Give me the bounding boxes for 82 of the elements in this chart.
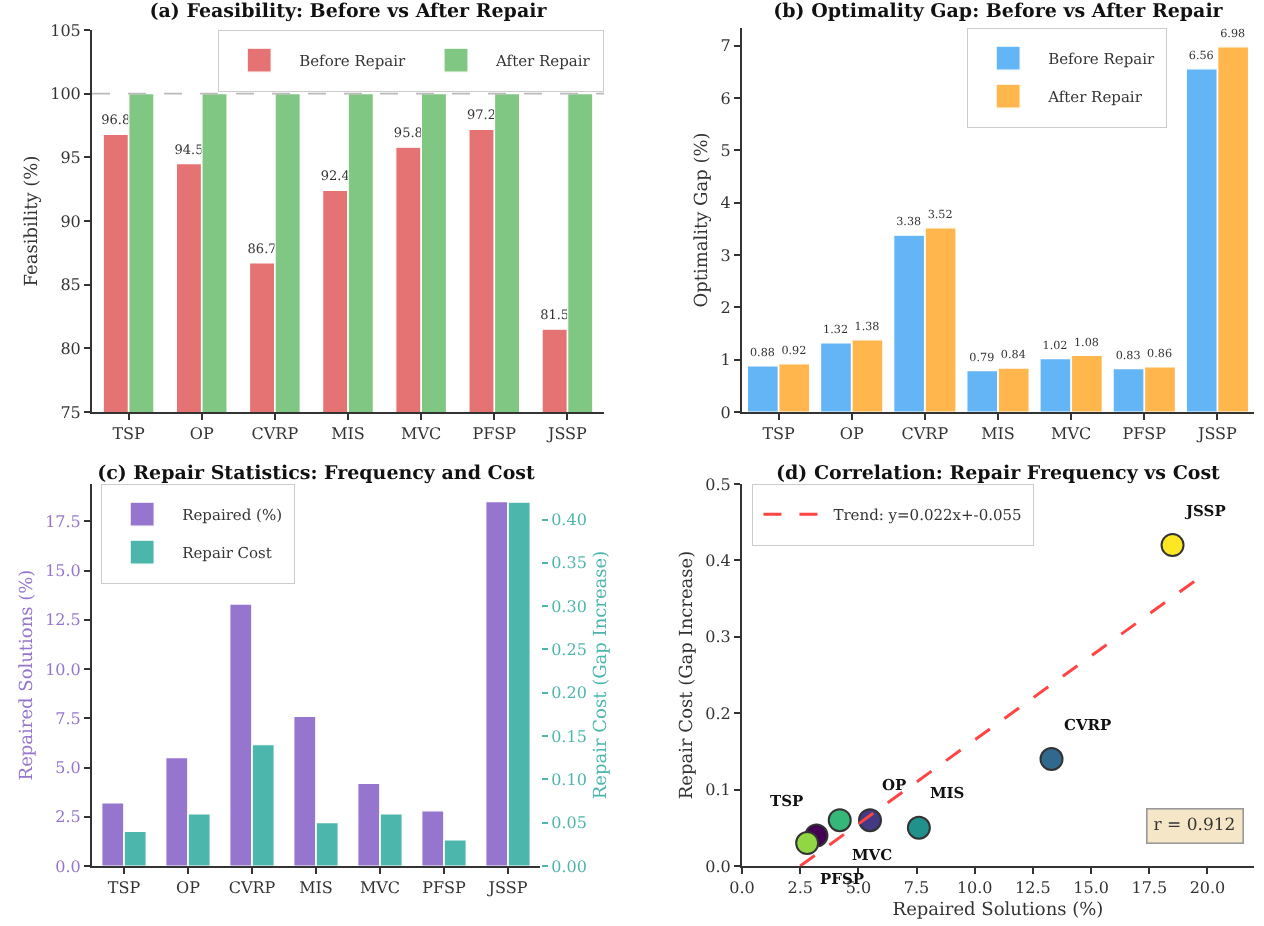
y-tick-label: 7 [720, 37, 731, 56]
x-tick-label: TSP [112, 425, 147, 444]
y2-tick-label: 0.25 [551, 641, 587, 660]
y-tick-label: 80 [60, 339, 81, 358]
y-tick-label: 3 [720, 246, 731, 265]
x-tick-label: OP [189, 425, 215, 444]
y-tick-label: 2.5 [55, 808, 81, 827]
y-tick-label: 95 [60, 148, 81, 167]
x-axis-title: Repaired Solutions (%) [892, 900, 1104, 921]
y-tick-label: 0.2 [705, 704, 731, 723]
y-tick-label: 2 [720, 298, 731, 317]
x-tick-label: 7.5 [903, 879, 930, 898]
y-tick-label: 15.0 [45, 562, 81, 581]
x-tick-label: 10.0 [956, 879, 993, 898]
annotation: r = 0.912 [1153, 815, 1236, 836]
y2-tick-label: 0.00 [551, 857, 587, 876]
x-tick-label: CVRP [228, 879, 277, 898]
x-tick-label: 2.5 [787, 879, 813, 898]
y-tick-label: 0.1 [705, 781, 731, 800]
y-tick-label: 5 [720, 142, 731, 161]
x-tick-label: PFSP [1122, 425, 1168, 444]
y-tick-label: 105 [50, 21, 81, 40]
y-tick-label: 0 [720, 403, 731, 422]
point [1039, 747, 1064, 772]
y-tick-label: 100 [50, 85, 81, 104]
y-axis-title: Optimality Gap (%) [693, 132, 714, 308]
point [906, 815, 931, 840]
y-tick-label: 10.0 [45, 660, 81, 679]
y-axis-title: Feasibility (%) [22, 155, 43, 287]
y-tick-label: 0.3 [705, 628, 731, 647]
y-tick-label: 7.5 [55, 709, 81, 728]
x-tick-label: OP [839, 425, 865, 444]
y-tick-label: 75 [60, 403, 81, 422]
x-tick-label: JSSP [1196, 425, 1239, 444]
x-tick-label: TSP [107, 879, 142, 898]
y2-tick-label: 0.10 [551, 770, 587, 789]
chart-title: (a) Feasibility: Before vs After Repair [149, 1, 549, 24]
point [795, 831, 820, 856]
y-axis-title: Repair Cost (Gap Increase) [678, 550, 699, 800]
y-tick-label: 0.4 [705, 552, 731, 570]
x-tick-label: MVC [359, 879, 401, 898]
y-tick-label: 6 [720, 89, 731, 108]
x-tick-label: JSSP [486, 879, 529, 898]
x-tick-label: CVRP [901, 425, 950, 444]
y-tick-label: 17.5 [45, 513, 81, 532]
y2-tick-label: 0.35 [551, 554, 587, 573]
x-tick-label: PFSP [422, 879, 468, 898]
chart-title: (b) Optimality Gap: Before vs After Repair [773, 1, 1225, 24]
x-tick-label: MVC [1051, 425, 1092, 444]
x-tick-label: PFSP [472, 425, 518, 444]
y2-tick-label: 0.15 [551, 727, 587, 746]
y2-axis-title: Repair Cost (Gap Increase) [592, 550, 613, 800]
chart-title: (c) Repair Statistics: Frequency and Cost [97, 463, 537, 486]
y-tick-label: 85 [60, 276, 81, 295]
x-tick-label: 20.0 [1189, 879, 1226, 898]
x-tick-label: MIS [331, 425, 365, 444]
x-tick-label: MIS [981, 425, 1015, 444]
x-tick-label: CVRP [251, 425, 300, 444]
y-tick-label: 0.0 [55, 857, 81, 876]
x-tick-label: 12.5 [1015, 879, 1051, 898]
x-tick-label: 17.5 [1131, 879, 1168, 898]
y-tick-label: 0.0 [705, 857, 731, 876]
y2-tick-label: 0.20 [551, 684, 587, 703]
point [827, 808, 852, 833]
x-tick-label: JSSP [546, 425, 589, 444]
y-axis-title: Repaired Solutions (%) [17, 569, 38, 781]
y-tick-label: 4 [720, 194, 731, 213]
y2-tick-label: 0.30 [551, 597, 587, 616]
x-tick-label: OP [176, 879, 202, 898]
y-tick-label: 5.0 [55, 759, 81, 778]
y2-tick-label: 0.40 [551, 511, 587, 530]
x-tick-label: TSP [762, 425, 797, 444]
y-tick-label: 12.5 [45, 611, 81, 630]
x-tick-label: 15.0 [1073, 879, 1109, 898]
y-tick-label: 0.5 [705, 475, 731, 494]
y-tick-label: 1 [720, 351, 731, 370]
x-tick-label: MIS [299, 879, 333, 898]
point [1160, 533, 1185, 558]
chart-title: (d) Correlation: Repair Frequency vs Cost [776, 463, 1222, 486]
y2-tick-label: 0.05 [551, 814, 587, 833]
y-tick-label: 90 [60, 212, 81, 231]
x-tick-label: MVC [401, 425, 442, 444]
